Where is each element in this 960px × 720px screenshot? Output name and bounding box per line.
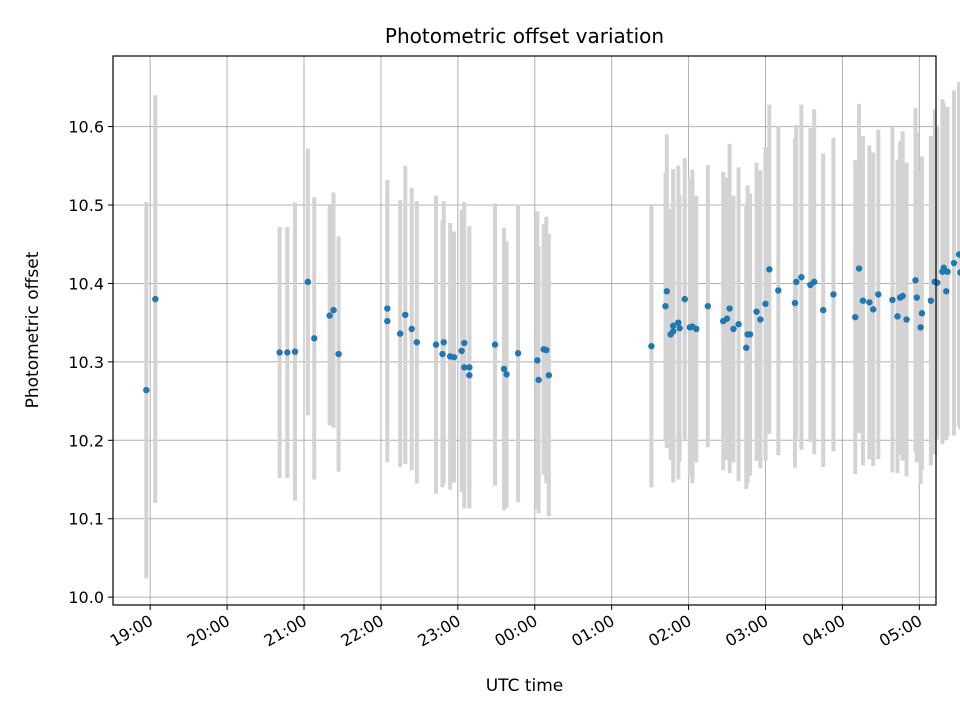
data-point [402, 311, 409, 319]
data-point [927, 297, 935, 304]
y-tick-label: 10.1 [68, 510, 104, 529]
data-point [466, 372, 473, 379]
data-point [918, 310, 926, 317]
data-point [934, 279, 941, 286]
data-point [875, 291, 882, 298]
chart-title: Photometric offset variation [385, 24, 664, 48]
data-point [545, 372, 553, 379]
data-point [693, 325, 700, 333]
data-point [944, 268, 951, 275]
data-point [413, 339, 421, 346]
data-point [675, 319, 682, 326]
data-point [899, 292, 906, 300]
data-point [284, 349, 291, 356]
data-point [730, 325, 737, 333]
data-point [491, 341, 499, 348]
data-point [762, 300, 769, 308]
data-point [514, 350, 522, 357]
data-points [143, 251, 960, 394]
data-point [326, 312, 333, 319]
data-point [903, 316, 910, 323]
data-point [866, 299, 873, 306]
data-point [534, 357, 541, 364]
data-point [869, 306, 877, 313]
y-tick-label: 10.2 [68, 431, 104, 450]
data-point [466, 364, 473, 371]
data-point [766, 266, 773, 273]
data-point [335, 350, 342, 358]
data-point [830, 291, 837, 298]
data-point [743, 344, 750, 351]
data-point [311, 335, 318, 342]
data-point [662, 302, 669, 310]
data-point [439, 350, 446, 358]
y-axis-ticks: 10.0 10.1 10.2 10.3 10.4 10.5 10.6 [68, 118, 113, 607]
y-tick-label: 10.3 [68, 353, 104, 372]
data-point [500, 365, 508, 373]
data-point [330, 306, 337, 314]
data-point [384, 317, 391, 325]
data-point [855, 265, 863, 272]
data-point [543, 346, 550, 354]
data-point [396, 330, 404, 337]
data-point [852, 313, 859, 321]
y-tick-label: 10.5 [68, 196, 104, 215]
data-point [670, 322, 677, 329]
data-point [276, 349, 283, 356]
data-point [461, 364, 468, 371]
data-point [957, 269, 960, 276]
data-point [943, 288, 950, 295]
data-point [458, 347, 465, 355]
data-point [681, 295, 688, 303]
data-point [811, 278, 818, 286]
data-point [940, 264, 947, 271]
data-point [894, 313, 901, 320]
data-point [775, 287, 782, 294]
y-tick-label: 10.4 [68, 274, 104, 293]
data-point [917, 324, 924, 331]
data-point [753, 308, 760, 315]
data-point [735, 321, 742, 328]
data-point [152, 295, 159, 303]
data-point [793, 278, 800, 286]
data-point [461, 339, 468, 347]
data-point [408, 325, 415, 333]
y-axis-label: Photometric offset [23, 251, 43, 408]
data-point [704, 302, 712, 310]
data-point [670, 328, 677, 335]
plot-frame [112, 55, 937, 606]
data-point [663, 288, 670, 295]
data-point [912, 277, 919, 284]
data-point [913, 294, 920, 301]
data-point [819, 306, 827, 314]
data-point [859, 297, 867, 304]
data-point [648, 342, 655, 350]
data-point [726, 305, 733, 312]
data-point [535, 376, 542, 384]
y-tick-label: 10.0 [68, 588, 104, 607]
data-point [503, 371, 510, 378]
data-point [798, 273, 805, 281]
data-point [384, 305, 391, 312]
y-tick-label: 10.6 [68, 118, 104, 137]
data-point [450, 353, 458, 361]
data-point [440, 339, 447, 346]
data-point [143, 386, 150, 394]
data-point [757, 316, 764, 323]
x-axis-label: UTC time [486, 676, 564, 696]
data-point [791, 299, 799, 307]
data-point [676, 324, 683, 332]
data-point [889, 296, 896, 304]
data-point [746, 331, 754, 338]
data-point [950, 259, 958, 267]
data-point [723, 315, 731, 322]
data-point [291, 348, 299, 355]
data-point [955, 251, 960, 258]
data-point [432, 341, 440, 348]
data-point [304, 278, 312, 286]
